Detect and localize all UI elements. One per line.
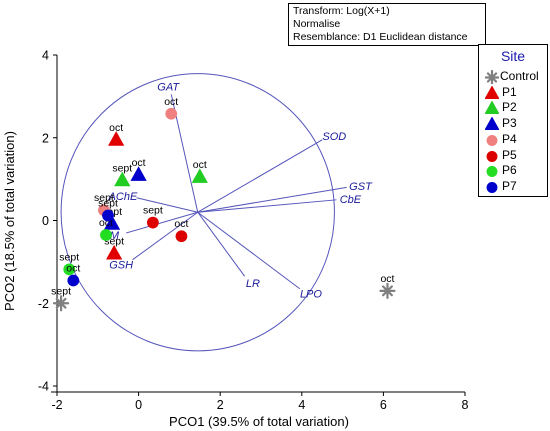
point-p1-oct bbox=[108, 131, 125, 146]
point-label-control-oct: oct bbox=[380, 273, 394, 285]
vector-lr bbox=[197, 211, 246, 277]
legend-swatch-p3 bbox=[485, 117, 499, 131]
legend-marker-p7 bbox=[486, 181, 498, 193]
legend-label-p3: P3 bbox=[502, 116, 517, 131]
point-p3-oct bbox=[130, 166, 147, 181]
point-label-p1-oct: oct bbox=[109, 122, 123, 134]
vector-im bbox=[126, 211, 198, 234]
legend-label-p4: P4 bbox=[502, 131, 517, 146]
transform-info-box: Transform: Log(X+1) Normalise Resemblanc… bbox=[288, 3, 486, 46]
vector-label-lpo: LPO bbox=[300, 289, 322, 301]
point-label-p3-oct: oct bbox=[132, 157, 146, 169]
x-axis-label: PCO1 (39.5% of total variation) bbox=[169, 414, 349, 429]
point-control-sept bbox=[52, 295, 70, 312]
point-label-control-sept: sept bbox=[51, 285, 71, 297]
legend-swatch-control bbox=[485, 70, 499, 84]
point-label-p5-oct: oct bbox=[174, 218, 188, 230]
vector-cbe bbox=[197, 199, 337, 213]
legend-label-p1: P1 bbox=[502, 84, 517, 99]
legend-marker-p6 bbox=[486, 166, 498, 178]
legend-label-p2: P2 bbox=[502, 100, 517, 115]
point-p7-oct bbox=[67, 274, 80, 287]
point-p5-sept bbox=[147, 216, 159, 229]
vector-sod bbox=[197, 139, 323, 213]
y-tick-label: 2 bbox=[42, 131, 49, 145]
correlation-circle bbox=[60, 73, 335, 352]
x-tick-label: -2 bbox=[51, 398, 62, 412]
legend-swatch-p4 bbox=[486, 134, 498, 146]
legend-marker-p3 bbox=[485, 117, 499, 131]
x-tick-label: 4 bbox=[298, 398, 305, 412]
legend-swatch-p2 bbox=[485, 101, 499, 115]
point-p1-sept bbox=[106, 244, 123, 260]
vector-label-gat: GAT bbox=[157, 82, 180, 94]
x-tick-label: 6 bbox=[380, 398, 387, 412]
legend-marker-p1 bbox=[485, 85, 499, 99]
point-p6-sept bbox=[63, 263, 76, 276]
point-p2-sept bbox=[114, 171, 131, 187]
point-label-p4-oct: oct bbox=[164, 96, 178, 108]
y-tick-label: 4 bbox=[42, 49, 49, 63]
legend-label-p5: P5 bbox=[502, 147, 517, 162]
point-label-p7-sept: sept bbox=[98, 198, 118, 210]
legend-marker-p2 bbox=[485, 101, 499, 115]
legend-label-p6: P6 bbox=[502, 163, 517, 178]
point-label-p2-oct: oct bbox=[193, 159, 207, 171]
point-label-p6-sept: sept bbox=[59, 251, 79, 263]
y-tick-label: 0 bbox=[42, 214, 49, 228]
vector-label-gst: GST bbox=[349, 181, 373, 193]
legend: Site Control P1 P2 P3 P4 P5 P6 P7 bbox=[478, 44, 548, 197]
info-transform: Transform: Log(X+1) bbox=[293, 5, 390, 17]
point-label-p2-sept: sept bbox=[112, 162, 132, 174]
legend-title: Site bbox=[500, 48, 526, 64]
y-tick-label: -2 bbox=[38, 297, 49, 311]
point-p3-sept bbox=[103, 215, 121, 230]
point-p5-oct bbox=[175, 230, 188, 243]
vector-label-lr: LR bbox=[246, 278, 260, 290]
vector-lpo bbox=[197, 211, 301, 290]
legend-label-control: Control bbox=[500, 69, 539, 83]
point-label-p5-sept: sept bbox=[143, 205, 163, 217]
point-label-p7-oct: oct bbox=[66, 262, 80, 274]
y-axis-label: PCO2 (18.5% of total variation) bbox=[2, 131, 17, 311]
legend-swatch-p6 bbox=[486, 166, 498, 178]
info-normalise: Normalise bbox=[293, 18, 341, 30]
sample-points: septoctoctseptseptoctoctseptoctseptsepto… bbox=[51, 96, 396, 312]
legend-swatch-p1 bbox=[485, 85, 499, 99]
y-tick-label: -4 bbox=[38, 380, 49, 394]
vector-label-ache: AChE bbox=[108, 191, 138, 203]
vector-label-gsh: GSH bbox=[109, 260, 133, 272]
point-p6-oct bbox=[100, 229, 112, 241]
point-p4-oct bbox=[165, 107, 178, 120]
legend-label-p7: P7 bbox=[502, 178, 517, 193]
x-tick-label: 0 bbox=[135, 398, 142, 412]
info-resemblance: Resemblance: D1 Euclidean distance bbox=[293, 31, 468, 43]
legend-marker-p4 bbox=[486, 134, 498, 146]
vector-gsh bbox=[132, 211, 199, 261]
point-p7-sept bbox=[102, 209, 114, 222]
vector-ache bbox=[136, 197, 198, 213]
vector-label-sod: SOD bbox=[322, 131, 346, 143]
x-tick-label: 8 bbox=[462, 398, 469, 412]
legend-swatch-p7 bbox=[486, 181, 498, 193]
legend-swatch-p5 bbox=[486, 150, 498, 162]
legend-marker-p5 bbox=[486, 150, 498, 162]
x-tick-label: 2 bbox=[217, 398, 224, 412]
point-p2-oct bbox=[191, 168, 208, 183]
vector-label-cbe: CbE bbox=[340, 194, 362, 206]
correlation-circle-ring bbox=[60, 73, 335, 352]
vector-gst bbox=[197, 186, 347, 213]
point-label-p4-sept: sept bbox=[94, 192, 114, 204]
point-control-oct bbox=[379, 282, 396, 299]
legend-marker-control bbox=[485, 70, 499, 84]
